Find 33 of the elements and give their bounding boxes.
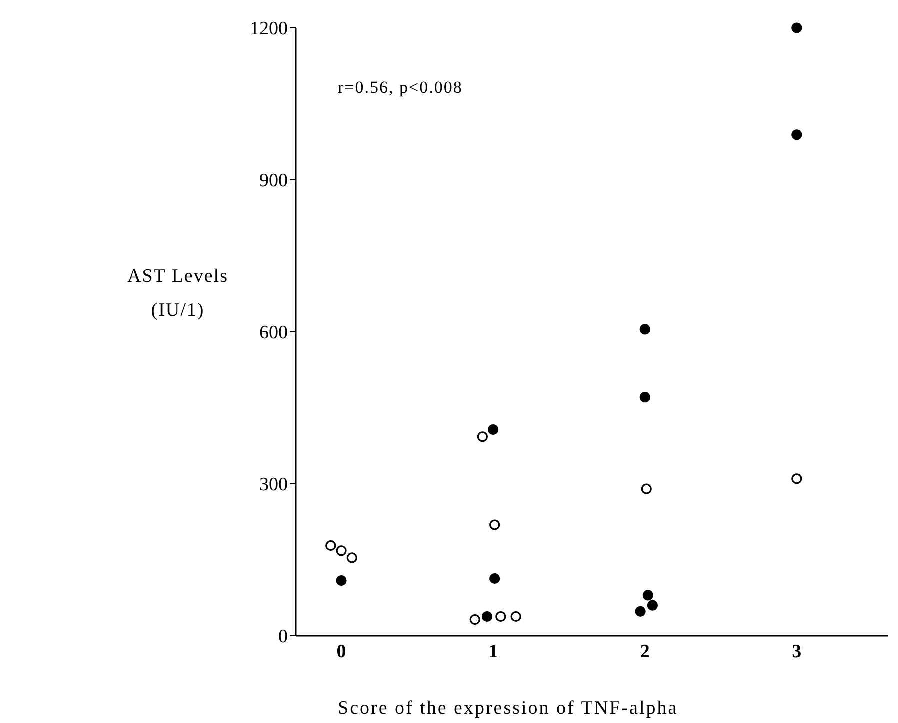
x-axis-title: Score of the expression of TNF-alpha: [338, 698, 680, 720]
point: [647, 600, 658, 611]
point: [635, 606, 646, 617]
y-tick-label: 300: [260, 474, 288, 496]
point: [642, 590, 654, 601]
point: [510, 611, 522, 622]
point: [640, 324, 650, 335]
point: [470, 614, 480, 626]
point: [792, 474, 802, 484]
x-tick-label: 3: [792, 641, 802, 662]
y-tick-label: 0: [278, 626, 288, 648]
point: [496, 611, 506, 622]
point: [346, 552, 358, 564]
point: [490, 520, 500, 530]
x-tick-label: 1: [488, 641, 498, 662]
point: [336, 546, 347, 556]
point: [490, 573, 500, 584]
point: [792, 130, 802, 140]
y-tick-label: 900: [260, 170, 288, 192]
y-tick-label: 600: [260, 322, 288, 344]
y-axis-title: AST Levels (IU/1): [126, 265, 230, 323]
point: [640, 392, 650, 403]
point: [641, 484, 652, 494]
point: [326, 540, 336, 552]
point: [477, 432, 488, 442]
x-tick-label: 2: [640, 641, 650, 662]
x-tick-label: 0: [336, 641, 346, 662]
point: [482, 611, 493, 622]
point: [488, 424, 499, 436]
point: [336, 575, 347, 586]
y-tick-label: 1200: [250, 18, 288, 40]
annotation: r=0.56, p<0.008: [338, 78, 463, 98]
point: [792, 22, 802, 34]
